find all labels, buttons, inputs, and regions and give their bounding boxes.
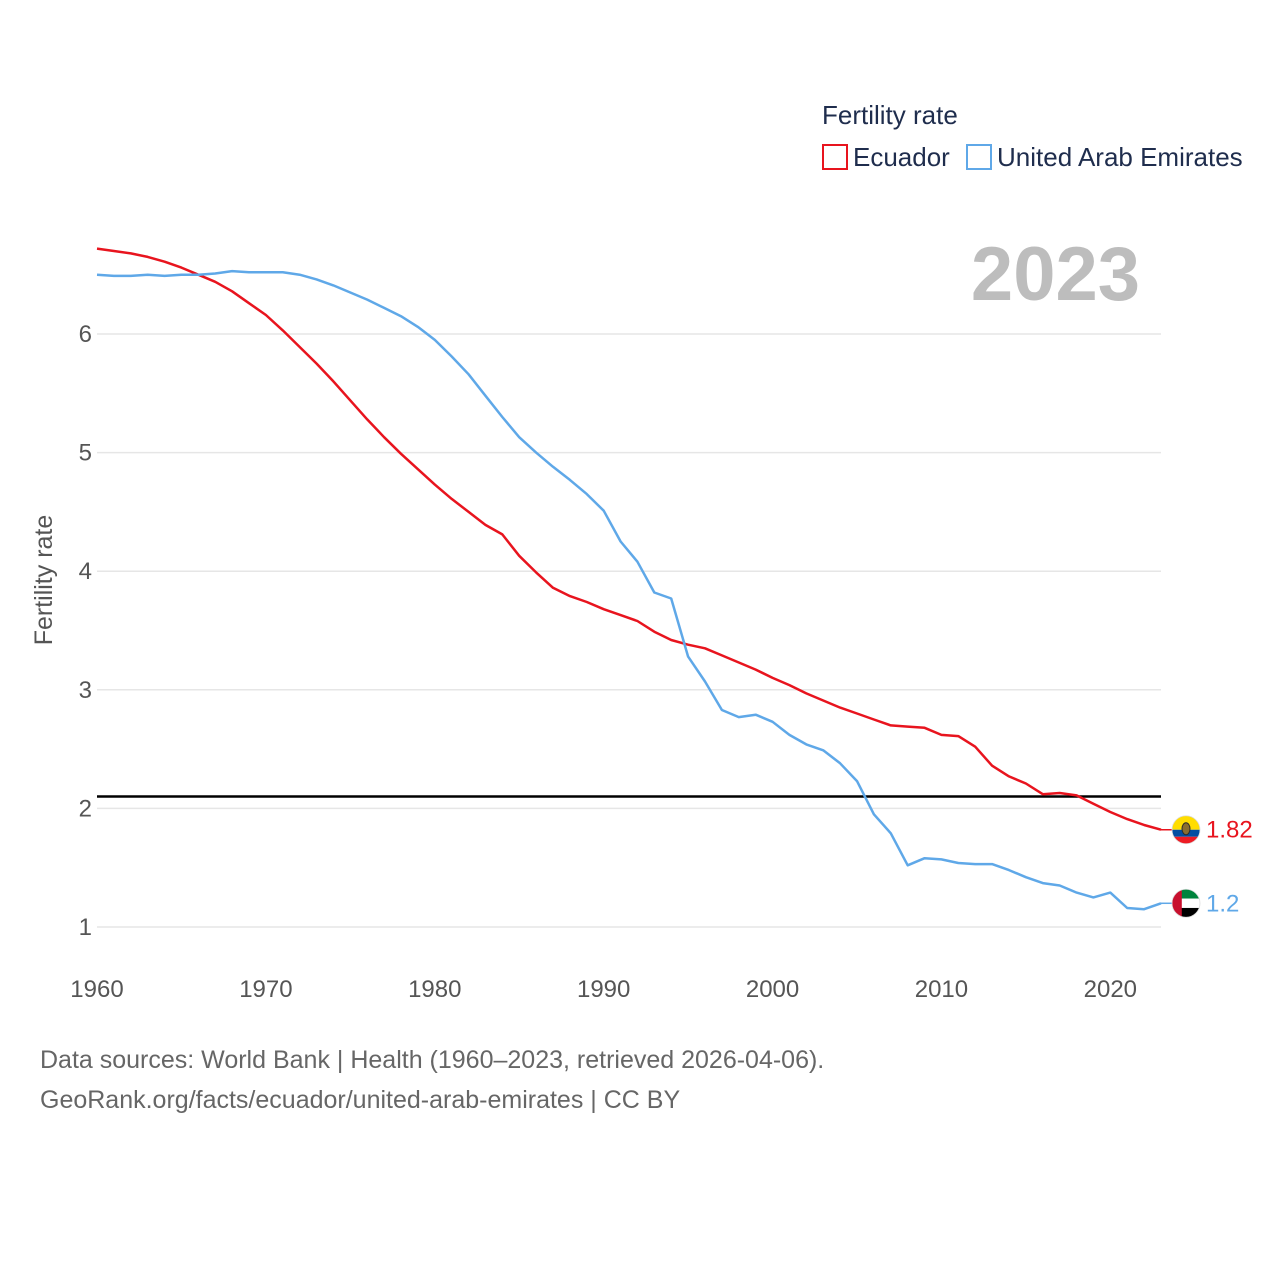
legend: Fertility rate Ecuador United Arab Emira… bbox=[822, 100, 1243, 172]
flag-outline bbox=[1171, 815, 1201, 845]
series-end-markers: 1.82 1.2 bbox=[1161, 815, 1253, 918]
flag-band-red bbox=[1172, 836, 1200, 844]
x-tick-label-1960: 1960 bbox=[70, 976, 123, 1003]
flag-emblem bbox=[1181, 822, 1191, 836]
y-tick-label-6: 6 bbox=[79, 321, 92, 348]
flag-bands bbox=[1172, 889, 1200, 918]
year-display: 2023 bbox=[971, 232, 1140, 317]
flag-uae-icon bbox=[1171, 888, 1201, 918]
y-tick-label-4: 4 bbox=[79, 558, 92, 585]
legend-item-ecuador[interactable]: Ecuador bbox=[822, 142, 950, 172]
series-line-uae bbox=[96, 269, 1162, 911]
y-tick-label-5: 5 bbox=[79, 440, 92, 467]
legend-swatch-ecuador bbox=[822, 144, 848, 170]
flag-band-green bbox=[1172, 889, 1200, 899]
source-line-1: Data sources: World Bank | Health (1960–… bbox=[40, 1046, 825, 1074]
flag-band-white bbox=[1172, 898, 1200, 908]
x-tick-label-1970: 1970 bbox=[239, 976, 292, 1003]
x-tick-label-2010: 2010 bbox=[915, 976, 968, 1003]
grid-lines bbox=[97, 333, 1161, 928]
series-line-ecuador bbox=[96, 247, 1162, 831]
legend-label-uae: United Arab Emirates bbox=[997, 142, 1243, 172]
flag-outline bbox=[1171, 888, 1201, 918]
series-lines bbox=[96, 247, 1162, 911]
x-tick-label-2020: 2020 bbox=[1084, 976, 1137, 1003]
flag-bands bbox=[1172, 815, 1200, 844]
legend-title: Fertility rate bbox=[822, 100, 958, 130]
x-axis-ticks: 1960 1970 1980 1990 2000 2010 2020 bbox=[70, 976, 1137, 1003]
flag-ecuador-icon bbox=[1171, 815, 1201, 845]
y-axis-ticks: 1 2 3 4 5 6 bbox=[79, 321, 92, 941]
y-tick-label-2: 2 bbox=[79, 795, 92, 822]
end-value-label-ecuador: 1.82 bbox=[1206, 817, 1253, 844]
flag-band-black bbox=[1172, 907, 1200, 918]
y-axis-label: Fertility rate bbox=[30, 515, 58, 646]
x-tick-label-1990: 1990 bbox=[577, 976, 630, 1003]
x-tick-label-2000: 2000 bbox=[746, 976, 799, 1003]
x-tick-label-1980: 1980 bbox=[408, 976, 461, 1003]
y-tick-label-1: 1 bbox=[79, 914, 92, 941]
flag-band-red bbox=[1172, 889, 1182, 918]
y-tick-label-3: 3 bbox=[79, 677, 92, 704]
legend-label-ecuador: Ecuador bbox=[853, 142, 950, 172]
source-line-2: GeoRank.org/facts/ecuador/united-arab-em… bbox=[40, 1086, 681, 1114]
legend-item-uae[interactable]: United Arab Emirates bbox=[966, 142, 1243, 172]
source-note: Data sources: World Bank | Health (1960–… bbox=[40, 1040, 824, 1120]
legend-swatch-uae bbox=[966, 144, 992, 170]
end-value-label-uae: 1.2 bbox=[1206, 890, 1239, 917]
